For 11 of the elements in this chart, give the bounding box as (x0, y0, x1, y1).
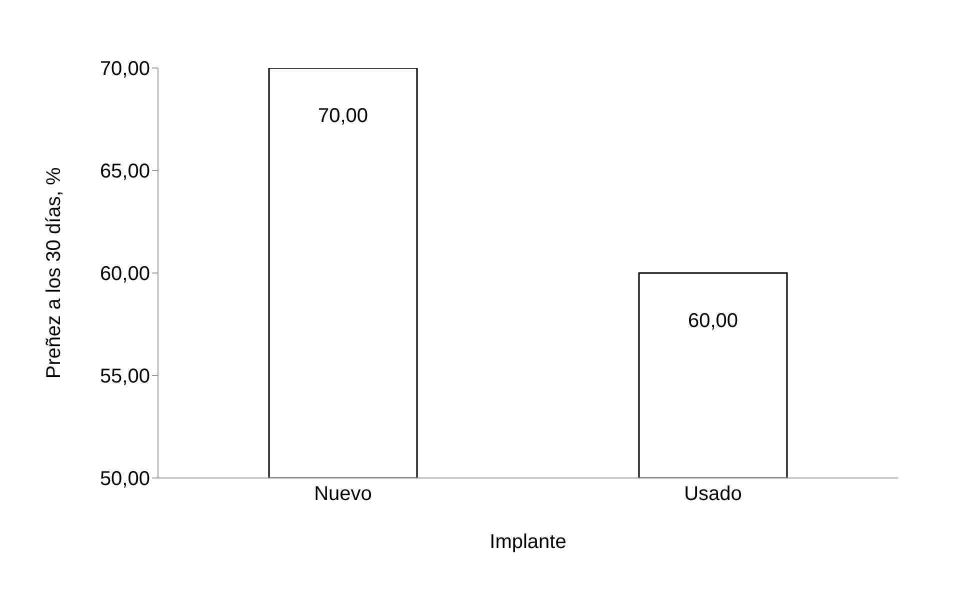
y-tick-label: 70,00 (100, 58, 150, 80)
y-tick-label: 50,00 (100, 468, 150, 490)
y-tick-label: 55,00 (100, 366, 150, 388)
data-label: 60,00 (688, 310, 738, 332)
data-label: 70,00 (318, 105, 368, 128)
x-tick-label: Nuevo (314, 483, 372, 506)
x-axis-title: Implante (490, 531, 566, 553)
y-tick-label: 65,00 (100, 160, 150, 183)
x-tick-label: Usado (684, 483, 742, 506)
y-tick-label: 60,00 (100, 263, 150, 286)
y-axis-title: Preñez a los 30 días, % (43, 167, 66, 379)
